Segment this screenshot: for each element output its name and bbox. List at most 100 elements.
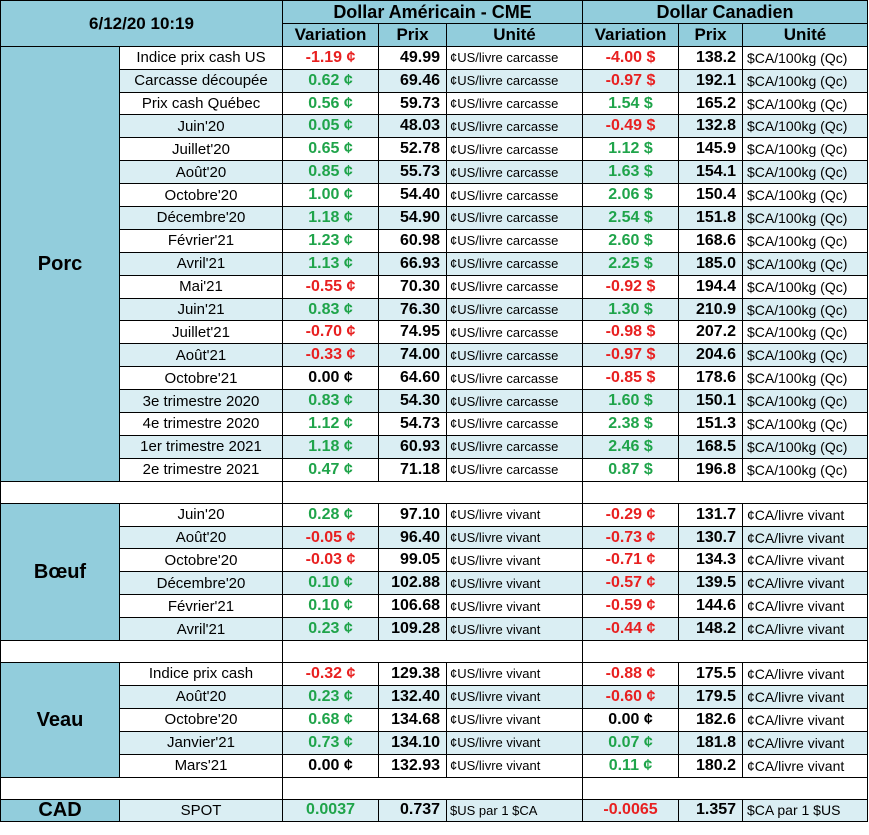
contract-name: Décembre'20 <box>118 206 284 230</box>
table-row: Juillet'20 0.65 ¢ 52.78 ¢US/livre carcasse 1… <box>1 137 869 162</box>
cad-price: 148.2 <box>678 617 744 642</box>
usd-unit: ¢US/livre carcasse <box>446 412 584 436</box>
cad-price: 131.7 <box>678 502 744 527</box>
usd-unit: ¢US/livre carcasse <box>446 274 584 299</box>
usd-unit: ¢US/livre carcasse <box>446 137 584 162</box>
cad-price: 204.6 <box>678 343 744 368</box>
usd-price: 54.30 <box>378 389 448 414</box>
usd-price: 71.18 <box>378 457 448 482</box>
cad-variation: -0.97 $ <box>582 343 680 368</box>
cad-spot-row: CAD SPOT 0.0037 0.737 $US par 1 $CA -0.0065 1.… <box>0 798 869 823</box>
cad-variation: 2.60 $ <box>582 228 680 253</box>
contract-name: Août'20 <box>118 525 284 550</box>
usd-price: 102.88 <box>378 571 448 596</box>
cad-variation: -0.29 ¢ <box>582 502 680 527</box>
contract-name: Octobre'20 <box>118 183 284 208</box>
usd-unit: ¢US/livre vivant <box>446 594 584 619</box>
contract-name: 3e trimestre 2020 <box>118 389 284 414</box>
usd-variation: 0.23 ¢ <box>282 617 380 642</box>
cad-price: 180.2 <box>678 753 744 778</box>
table-row: Juillet'21 -0.70 ¢ 74.95 ¢US/livre carcasse… <box>1 320 869 345</box>
veau-group-label: Veau <box>0 662 120 778</box>
table-row: Octobre'20 -0.03 ¢ 99.05 ¢US/livre vivant -0… <box>1 548 869 573</box>
spacer-cell <box>282 480 584 504</box>
cad-variation: -4.00 $ <box>582 45 680 70</box>
table-row: Mai'21 -0.55 ¢ 70.30 ¢US/livre carcasse -0.9… <box>1 274 869 299</box>
cad-unit: $CA/100kg (Qc) <box>742 366 869 391</box>
cad-variation: 1.60 $ <box>582 389 680 414</box>
usd-variation: 0.65 ¢ <box>282 137 380 162</box>
cad-price: 132.8 <box>678 114 744 139</box>
usd-price: 69.46 <box>378 68 448 93</box>
usd-price: 96.40 <box>378 525 448 550</box>
spacer-cell <box>582 776 869 800</box>
contract-name: 4e trimestre 2020 <box>118 412 284 436</box>
cad-variation: -0.60 ¢ <box>582 684 680 709</box>
table-row: Août'20 0.85 ¢ 55.73 ¢US/livre carcasse 1.63… <box>1 160 869 185</box>
cad-unit: $CA/100kg (Qc) <box>742 183 869 208</box>
spacer-cell <box>582 480 869 504</box>
cad-variation: -0.49 $ <box>582 114 680 139</box>
table-row: Février'21 1.23 ¢ 60.98 ¢US/livre carcasse 2… <box>1 228 869 253</box>
usd-unit: ¢US/livre vivant <box>446 730 584 755</box>
table-row: Août'20 -0.05 ¢ 96.40 ¢US/livre vivant -0.73… <box>1 525 869 550</box>
contract-name: Février'21 <box>118 594 284 619</box>
cad-unit: $CA/100kg (Qc) <box>742 68 869 93</box>
usd-variation: 1.18 ¢ <box>282 206 380 230</box>
usd-price: 64.60 <box>378 366 448 391</box>
cad-price: 1.357 <box>678 798 744 823</box>
cad-prix-header: Prix <box>678 22 744 47</box>
cad-variation: -0.88 ¢ <box>582 662 680 686</box>
usd-price: 49.99 <box>378 45 448 70</box>
usd-variation: 0.73 ¢ <box>282 730 380 755</box>
usd-variation: -0.33 ¢ <box>282 343 380 368</box>
usd-variation-header: Variation <box>282 22 380 47</box>
cad-unit: ¢CA/livre vivant <box>742 525 869 550</box>
table-row: Janvier'21 0.73 ¢ 134.10 ¢US/livre vivant 0.… <box>1 730 869 755</box>
cad-unit: ¢CA/livre vivant <box>742 548 869 573</box>
cad-price: 150.4 <box>678 183 744 208</box>
cad-unit: $CA/100kg (Qc) <box>742 160 869 185</box>
table-row: Veau Indice prix cash -0.32 ¢ 129.38 ¢US/liv… <box>0 662 869 778</box>
usd-price: 70.30 <box>378 274 448 299</box>
usd-variation: 0.83 ¢ <box>282 389 380 414</box>
contract-name: 1er trimestre 2021 <box>118 434 284 459</box>
usd-unit: ¢US/livre carcasse <box>446 457 584 482</box>
usd-unit: ¢US/livre vivant <box>446 548 584 573</box>
cad-unit: $CA/100kg (Qc) <box>742 320 869 345</box>
usd-unit: ¢US/livre carcasse <box>446 343 584 368</box>
usd-variation: 0.56 ¢ <box>282 91 380 116</box>
usd-unit: ¢US/livre vivant <box>446 707 584 732</box>
table-row: Février'21 0.10 ¢ 106.68 ¢US/livre vivant -0… <box>1 594 869 619</box>
spacer-cell <box>0 776 284 800</box>
usd-variation: 0.83 ¢ <box>282 297 380 322</box>
cad-unit: $CA/100kg (Qc) <box>742 457 869 482</box>
usd-price: 99.05 <box>378 548 448 573</box>
spacer-cell <box>0 480 284 504</box>
cad-price: 178.6 <box>678 366 744 391</box>
usd-unit: ¢US/livre carcasse <box>446 68 584 93</box>
usd-variation: -1.19 ¢ <box>282 45 380 70</box>
cad-variation: 1.63 $ <box>582 160 680 185</box>
table-row: Août'20 0.23 ¢ 132.40 ¢US/livre vivant -0.60… <box>1 684 869 709</box>
usd-variation: 0.68 ¢ <box>282 707 380 732</box>
usd-unit: ¢US/livre vivant <box>446 525 584 550</box>
cad-variation: -0.44 ¢ <box>582 617 680 642</box>
spacer-row <box>0 640 869 664</box>
usd-price: 54.73 <box>378 412 448 436</box>
usd-price: 97.10 <box>378 502 448 527</box>
table-row: Mars'21 0.00 ¢ 132.93 ¢US/livre vivant 0.11 … <box>1 753 869 778</box>
usd-unit: ¢US/livre carcasse <box>446 206 584 230</box>
usd-unit: ¢US/livre vivant <box>446 753 584 778</box>
usd-price: 74.00 <box>378 343 448 368</box>
porc-group-label: Porc <box>0 45 120 482</box>
table-row: Décembre'20 0.10 ¢ 102.88 ¢US/livre vivant -… <box>1 571 869 596</box>
table-row: Avril'21 1.13 ¢ 66.93 ¢US/livre carcasse 2.2… <box>1 251 869 276</box>
usd-price: 129.38 <box>378 662 448 686</box>
usd-variation: 1.00 ¢ <box>282 183 380 208</box>
contract-name: Août'20 <box>118 160 284 185</box>
usd-unit: ¢US/livre carcasse <box>446 91 584 116</box>
contract-name: Octobre'20 <box>118 707 284 732</box>
spacer-cell <box>582 640 869 664</box>
contract-name: Mars'21 <box>118 753 284 778</box>
